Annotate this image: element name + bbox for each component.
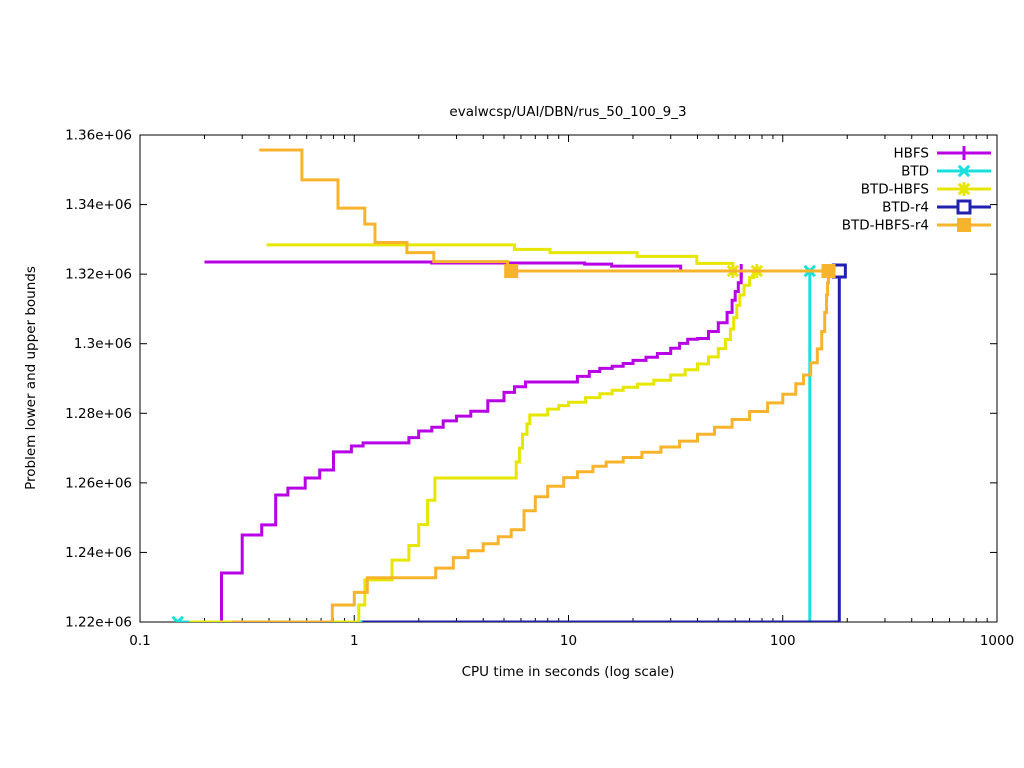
y-tick-label: 1.24e+06 (65, 545, 132, 561)
x-tick-label: 1000 (980, 633, 1014, 649)
series-BTD-HBFS-lower (189, 269, 762, 622)
x-tick-label: 0.1 (129, 633, 150, 649)
legend-label-BTD-r4: BTD-r4 (882, 200, 929, 216)
data-series (171, 148, 847, 622)
y-tick-label: 1.36e+06 (65, 128, 132, 144)
x-axis-label: CPU time in seconds (log scale) (462, 664, 675, 680)
marker-square-filled (821, 264, 836, 279)
legend-label-BTD-HBFS: BTD-HBFS (861, 182, 929, 198)
marker-star (957, 182, 971, 196)
marker-square-filled (957, 218, 971, 232)
legend-label-BTD-HBFS-r4: BTD-HBFS-r4 (842, 218, 929, 234)
y-tick-label: 1.34e+06 (65, 197, 132, 213)
series-HBFS-upper (204, 260, 742, 273)
legend-entry-BTD: BTD (901, 164, 991, 180)
series-BTD (171, 264, 817, 622)
y-tick-label: 1.26e+06 (65, 475, 132, 491)
x-tick-label: 100 (770, 633, 796, 649)
series-BTD-lower (177, 271, 812, 622)
plot-border (139, 134, 998, 623)
y-tick-label: 1.3e+06 (74, 336, 132, 352)
y-axis-label: Problem lower and upper bounds (23, 266, 39, 490)
legend-entry-BTD-HBFS-r4: BTD-HBFS-r4 (842, 218, 991, 234)
series-BTD-r4-lower (362, 271, 841, 622)
legend-label-HBFS: HBFS (893, 146, 929, 162)
legend-label-BTD: BTD (901, 164, 929, 180)
legend-entry-HBFS: HBFS (893, 146, 991, 162)
series-BTD-HBFS-r4-lower (232, 271, 830, 622)
series-BTD-HBFS (189, 243, 764, 622)
legend-entry-BTD-r4: BTD-r4 (882, 199, 991, 216)
x-tick-label: 1 (350, 633, 359, 649)
marker-square-filled (504, 264, 519, 279)
series-HBFS (204, 260, 749, 622)
y-tick-label: 1.22e+06 (65, 615, 132, 631)
marker-square-open (956, 199, 972, 215)
axes: 0.1 1 10 100 1000 1.22e+06 1.24e+06 1.26e+06 1.2… (65, 128, 1014, 650)
series-BTD-HBFS-r4 (232, 148, 836, 622)
marker-plus (957, 146, 971, 160)
x-tick-label: 10 (560, 633, 577, 649)
y-tick-label: 1.32e+06 (65, 267, 132, 283)
legend: HBFS BTD BTD-HBFS BTD-r4 BTD-HBFS-r4 (842, 146, 991, 234)
y-tick-label: 1.28e+06 (65, 406, 132, 422)
marker-cross (957, 164, 971, 178)
series-HBFS-lower (204, 271, 743, 622)
chart-title: evalwcsp/UAI/DBN/rus_50_100_9_3 (449, 104, 686, 120)
legend-entry-BTD-HBFS: BTD-HBFS (861, 182, 991, 198)
marker-cross (171, 615, 184, 622)
series-BTD-HBFS-r4-upper (259, 148, 829, 273)
